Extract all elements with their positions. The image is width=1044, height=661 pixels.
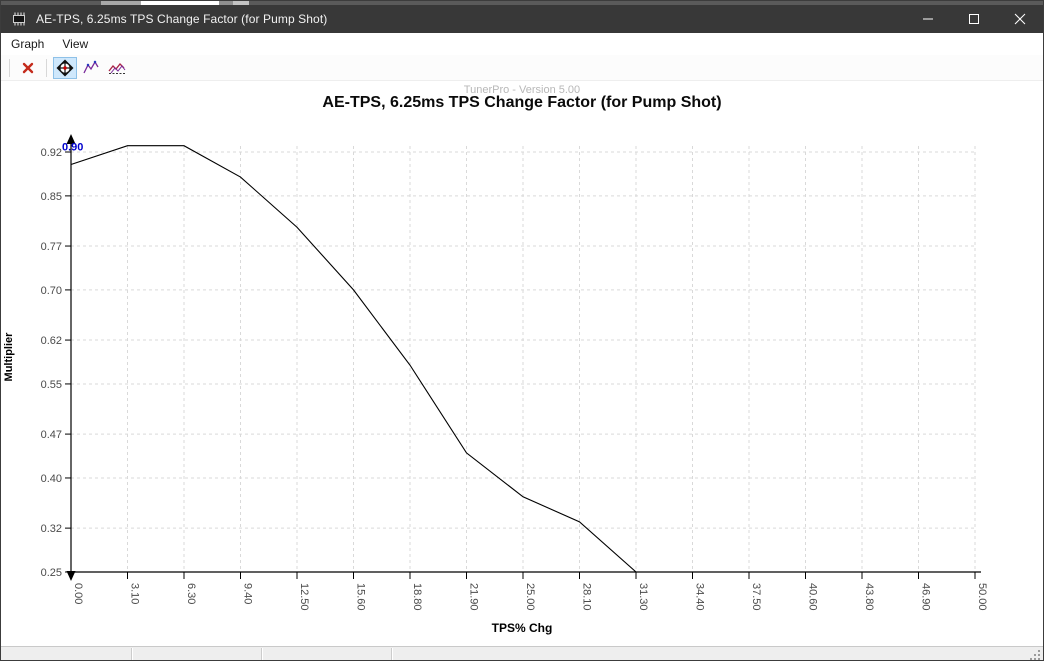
- svg-text:0.47: 0.47: [41, 429, 62, 441]
- menu-graph[interactable]: Graph: [11, 37, 45, 51]
- background-window-edge: [1, 1, 1043, 5]
- menubar: Graph View: [1, 33, 1043, 55]
- svg-text:0.00: 0.00: [72, 583, 84, 604]
- svg-text:15.60: 15.60: [355, 583, 367, 611]
- window-controls: [905, 5, 1043, 33]
- svg-text:31.30: 31.30: [637, 583, 649, 611]
- svg-text:6.30: 6.30: [185, 583, 197, 604]
- svg-text:37.50: 37.50: [750, 583, 762, 611]
- svg-text:28.10: 28.10: [581, 583, 593, 611]
- background-table-strip: [1, 646, 1043, 661]
- toolbar: [1, 55, 1043, 81]
- titlebar[interactable]: AE-TPS, 6.25ms TPS Change Factor (for Pu…: [1, 5, 1043, 33]
- chip-icon: [10, 11, 28, 27]
- surface-graph-button[interactable]: [105, 57, 129, 79]
- close-graph-button[interactable]: [16, 57, 40, 79]
- svg-text:0.62: 0.62: [41, 335, 62, 347]
- x-axis-label: TPS% Chg: [491, 621, 553, 635]
- svg-text:0.25: 0.25: [41, 567, 62, 579]
- svg-text:46.90: 46.90: [920, 583, 932, 611]
- line-graph-button[interactable]: [79, 57, 103, 79]
- svg-text:25.00: 25.00: [524, 583, 536, 611]
- line-graph-icon: [82, 60, 99, 73]
- svg-text:0.70: 0.70: [41, 285, 62, 297]
- resize-grip-icon[interactable]: [1030, 650, 1041, 661]
- background-fragment: [219, 1, 233, 5]
- svg-text:0.85: 0.85: [41, 191, 62, 203]
- svg-text:18.80: 18.80: [411, 583, 423, 611]
- minimize-button[interactable]: [905, 5, 951, 33]
- background-fragment: [101, 1, 141, 5]
- maximize-button[interactable]: [951, 5, 997, 33]
- background-fragment: [141, 1, 219, 5]
- plot-canvas[interactable]: 0.92 0.85 0.77 0.70 0.62 0.55 0.47 0.40 0.32 0.25…: [1, 81, 1044, 646]
- toolbar-separator: [46, 58, 47, 77]
- chart-title: AE-TPS, 6.25ms TPS Change Factor (for Pu…: [322, 94, 722, 111]
- close-button[interactable]: [997, 5, 1043, 33]
- svg-text:12.50: 12.50: [298, 583, 310, 611]
- crosshair-diamond-icon: [56, 59, 74, 76]
- svg-text:50.00: 50.00: [976, 583, 988, 611]
- chart-area[interactable]: TunerPro - Version 5.00 AE-TPS, 6.25ms T…: [1, 81, 1043, 646]
- red-x-icon: [22, 62, 34, 73]
- svg-text:0.55: 0.55: [41, 379, 62, 391]
- toolbar-separator: [9, 58, 10, 77]
- svg-text:0.92: 0.92: [41, 147, 62, 159]
- cell-separator: [131, 648, 132, 660]
- cell-separator: [391, 648, 392, 660]
- window-title: AE-TPS, 6.25ms TPS Change Factor (for Pu…: [36, 12, 328, 26]
- menu-view[interactable]: View: [62, 37, 89, 51]
- svg-text:0.90: 0.90: [62, 142, 83, 154]
- svg-text:9.40: 9.40: [242, 583, 254, 604]
- svg-text:0.32: 0.32: [41, 523, 62, 535]
- svg-text:0.40: 0.40: [41, 473, 62, 485]
- svg-text:40.60: 40.60: [807, 583, 819, 611]
- trace-cursor-button[interactable]: [53, 56, 77, 79]
- svg-text:3.10: 3.10: [129, 583, 141, 604]
- background-fragment: [233, 1, 249, 5]
- area-graph-icon: [107, 62, 125, 74]
- svg-text:34.40: 34.40: [694, 583, 706, 611]
- cell-separator: [261, 648, 262, 660]
- svg-text:0.77: 0.77: [41, 241, 62, 253]
- svg-text:21.90: 21.90: [468, 583, 480, 611]
- svg-text:43.80: 43.80: [863, 583, 875, 611]
- watermark: TunerPro - Version 5.00: [463, 84, 581, 96]
